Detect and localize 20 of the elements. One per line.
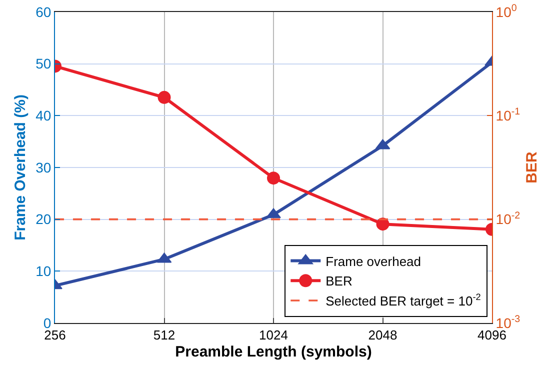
x-tick-label: 2048	[368, 328, 398, 343]
y-tick-label: 30	[36, 159, 52, 176]
x-axis-title: Preamble Length (symbols)	[175, 344, 372, 361]
y2-tick-label: 10$^{-1}$	[496, 106, 520, 124]
y-tick-label: 10	[36, 263, 52, 280]
y-tick-label: 50	[36, 56, 52, 72]
y2-tick-label: 10$^{-2}$	[496, 210, 520, 228]
y-tick-label: 60	[36, 4, 52, 20]
point	[266, 208, 281, 218]
legend-label: Frame overhead	[326, 254, 422, 269]
legend-label: BER	[326, 274, 352, 289]
y2-tick-label: 10$^{0}$	[496, 3, 518, 20]
y-axis-title: Frame Overhead (%)	[12, 94, 29, 240]
x-tick-label: 1024	[259, 328, 288, 343]
y2-axis-title: BER	[524, 152, 541, 184]
x-tick-label: 512	[153, 328, 176, 343]
y-tick-label: 20	[36, 211, 52, 228]
point	[267, 172, 280, 185]
legend-label: Selected BER target = 10$^{-2}$	[326, 292, 481, 309]
y-tick-label: 40	[36, 108, 52, 124]
